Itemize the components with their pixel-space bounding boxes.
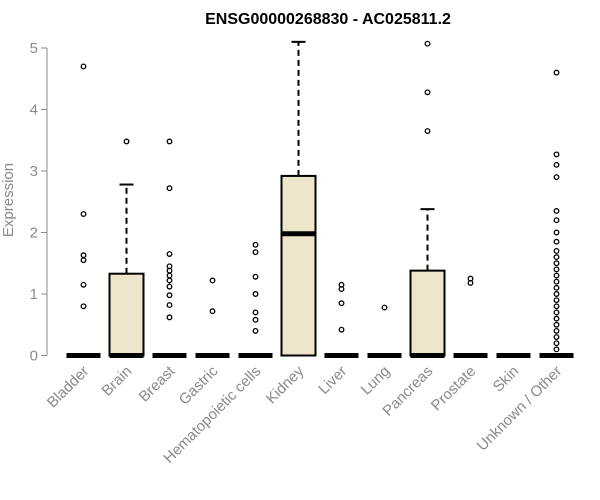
box-bladder	[66, 63, 101, 358]
outlier-point	[553, 229, 560, 236]
y-tick-label: 0	[30, 348, 38, 365]
outlier-point	[166, 138, 173, 145]
outlier-point	[338, 300, 345, 307]
outlier-point	[166, 302, 173, 309]
outlier-point	[553, 284, 560, 291]
x-tick-label: Kidney	[263, 362, 308, 407]
outlier-point	[252, 249, 259, 256]
x-tick-label: Bladder	[44, 363, 93, 412]
box-iqr	[280, 174, 317, 357]
outlier-point	[80, 281, 87, 288]
outlier-point	[553, 266, 560, 273]
outlier-point	[553, 278, 560, 285]
outlier-point	[252, 241, 259, 248]
x-tick-label: Brain	[99, 363, 136, 400]
outlier-point	[553, 69, 560, 76]
outlier-point	[553, 238, 560, 245]
box-hematopoietic-cells	[238, 241, 273, 358]
outlier-point	[553, 321, 560, 328]
y-tick-label: 5	[30, 40, 38, 57]
outlier-point	[553, 340, 560, 347]
box-brain	[108, 138, 145, 358]
outlier-point	[424, 128, 431, 134]
outlier-point	[553, 161, 560, 168]
outlier-point	[80, 303, 87, 310]
y-tick-label: 3	[30, 163, 38, 180]
outlier-point	[467, 275, 474, 282]
x-tick-label: Liver	[315, 363, 350, 398]
box-gastric	[195, 277, 230, 358]
y-axis-label: Expression	[0, 163, 17, 237]
outlier-point	[381, 304, 388, 311]
outlier-point	[424, 89, 431, 96]
outlier-point	[338, 281, 345, 288]
outlier-point	[166, 292, 173, 299]
y-tick-label: 4	[30, 102, 38, 119]
y-axis-ticks: 0 1 2 3 4 5	[30, 40, 47, 365]
x-tick-label: Skin	[490, 363, 523, 396]
chart-title: ENSG00000268830 - AC025811.2	[205, 11, 451, 28]
outlier-point	[553, 346, 560, 353]
outlier-point	[252, 273, 259, 280]
outlier-point	[553, 260, 560, 267]
outlier-point	[553, 208, 560, 214]
box-liver	[324, 281, 359, 358]
outlier-point	[553, 309, 560, 316]
outlier-point	[252, 327, 259, 334]
box-iqr	[108, 272, 145, 357]
outlier-point	[166, 314, 173, 321]
outlier-point	[252, 309, 259, 316]
outlier-point	[209, 277, 216, 284]
outlier-point	[166, 263, 173, 270]
outlier-point	[123, 138, 130, 145]
outlier-point	[80, 211, 87, 217]
box-breast	[152, 138, 187, 358]
outlier-point	[553, 315, 560, 322]
box-prostate	[453, 275, 488, 358]
box-iqr	[409, 269, 446, 357]
box-pancreas	[409, 40, 446, 358]
box-unknown-other	[539, 69, 574, 358]
outlier-point	[553, 272, 560, 279]
outlier-point	[80, 257, 87, 264]
outlier-point	[252, 291, 259, 297]
y-tick-label: 1	[30, 286, 38, 303]
outlier-point	[553, 174, 560, 181]
boxes	[66, 40, 574, 358]
outlier-point	[166, 283, 173, 290]
outlier-point	[166, 272, 173, 279]
outlier-point	[553, 334, 560, 340]
outlier-point	[80, 63, 87, 70]
outlier-point	[209, 308, 216, 315]
outlier-point	[166, 251, 173, 257]
y-tick-label: 2	[30, 225, 38, 242]
outlier-point	[252, 316, 259, 323]
x-tick-label: Breast	[136, 362, 179, 405]
outlier-point	[424, 40, 431, 47]
outlier-point	[553, 151, 560, 158]
outlier-point	[553, 291, 560, 297]
box-kidney	[280, 40, 317, 357]
outlier-point	[553, 303, 560, 310]
box-lung	[367, 304, 402, 358]
outlier-point	[166, 185, 173, 192]
outlier-point	[80, 252, 87, 259]
outlier-point	[553, 247, 560, 254]
outlier-point	[338, 326, 345, 333]
x-tick-label: Lung	[358, 363, 394, 399]
outlier-point	[553, 217, 560, 224]
x-tick-label: Prostate	[428, 363, 480, 415]
outlier-point	[553, 297, 560, 304]
outlier-point	[166, 277, 173, 284]
outlier-point	[553, 254, 560, 261]
outlier-point	[553, 327, 560, 334]
